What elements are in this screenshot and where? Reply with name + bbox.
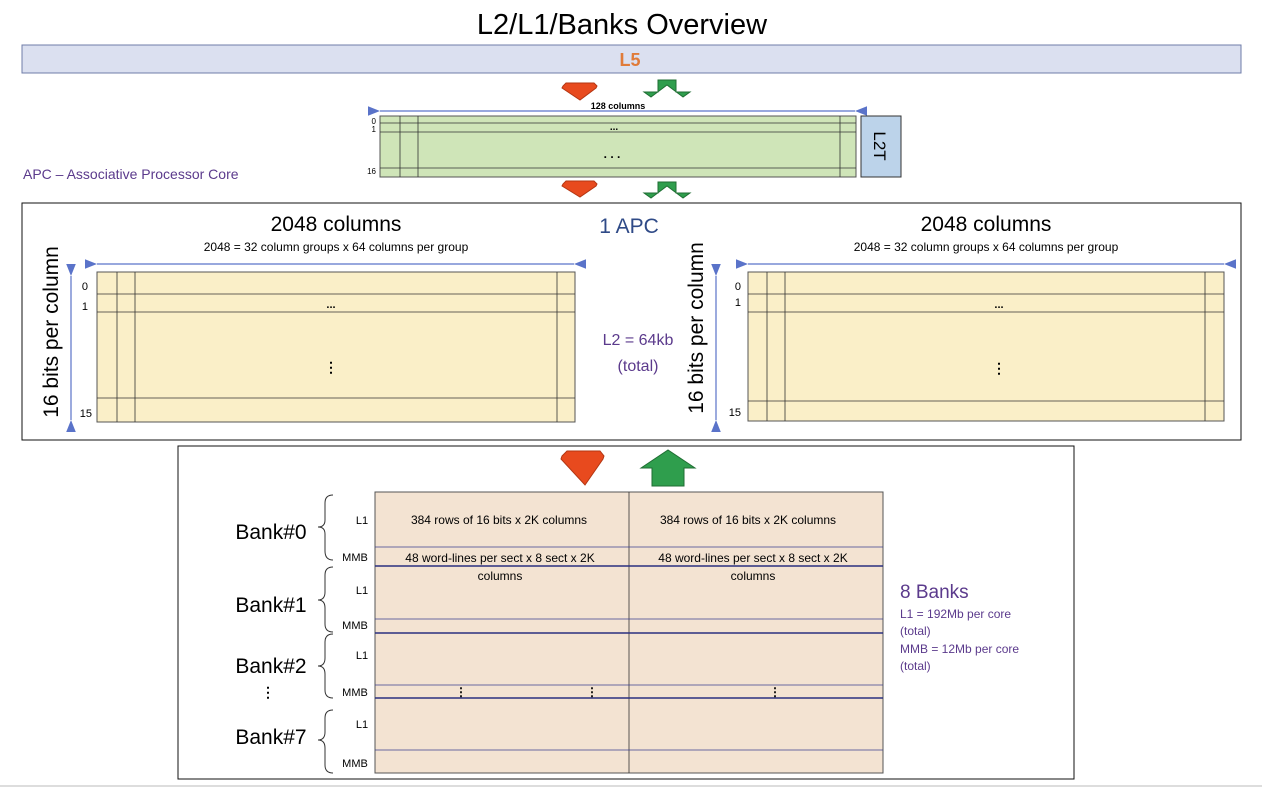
- l2t-row-label-1: 1: [372, 125, 377, 134]
- apc-right-row-label-15: 15: [729, 407, 741, 419]
- l2-total-label: (total): [618, 358, 659, 375]
- banks-summary-title: 8 Banks: [900, 582, 969, 603]
- l2t-grid: [379, 115, 857, 178]
- bank-name-1: Bank#1: [235, 594, 306, 617]
- l5-bar: [21, 44, 1242, 74]
- bank-name-gap: ⋮: [261, 684, 275, 700]
- bank0-l1-text-right: 384 rows of 16 bits x 2K columns: [660, 513, 836, 527]
- arrow-up-banks: [639, 449, 697, 487]
- page-title: L2/L1/Banks Overview: [477, 9, 768, 41]
- bank0-mmb-text-right: 48 word-lines per sect x 8 sect x 2K: [658, 551, 847, 565]
- bank-vdots-2: ⋮: [586, 685, 598, 699]
- bank0-brace: [317, 494, 334, 561]
- bank0-mmb-label: MMB: [342, 552, 368, 564]
- apc-left-grid: [96, 271, 576, 423]
- banks-summary-line-1: L1 = 192Mb per core: [900, 607, 1011, 621]
- apc-right-dots-mid: ⋮: [992, 360, 1006, 376]
- apc-right-columns-title: 2048 columns: [921, 213, 1052, 236]
- apc-right-dots-top: ...: [994, 299, 1003, 311]
- bank-name-2: Bank#2: [235, 655, 306, 678]
- arrow-down-l5: [561, 82, 598, 101]
- bank0-mmb-text-left: 48 word-lines per sect x 8 sect x 2K: [405, 551, 594, 565]
- l2-size-label: L2 = 64kb: [603, 332, 674, 349]
- apc-left-columns-detail: 2048 = 32 column groups x 64 columns per…: [204, 240, 469, 254]
- bank2-l1-label: L1: [356, 650, 368, 662]
- bank7-brace: [317, 709, 334, 774]
- banks-summary-line-4: (total): [900, 659, 931, 673]
- l2t-side-box: [860, 115, 902, 178]
- bank-name-7: Bank#7: [235, 726, 306, 749]
- apc-right-row-label-0: 0: [735, 281, 741, 293]
- l2t-row-label-16: 16: [367, 167, 376, 176]
- bank0-mmb-text-left-2: columns: [478, 569, 523, 583]
- apc-left-dots-top: ...: [326, 299, 335, 311]
- bank0-mmb-text-right-2: columns: [731, 569, 776, 583]
- l5-label: L5: [619, 50, 640, 70]
- apc-label: 1 APC: [599, 215, 659, 238]
- bank-name-0: Bank#0: [235, 521, 306, 544]
- bank0-l1-text-left: 384 rows of 16 bits x 2K columns: [411, 513, 587, 527]
- bank7-mmb-label: MMB: [342, 758, 368, 770]
- apc-left-dots-mid: ⋮: [324, 359, 338, 375]
- bank7-l1-label: L1: [356, 719, 368, 731]
- apc-left-bits-label: 16 bits per column: [40, 246, 63, 418]
- banks-summary-line-3: MMB = 12Mb per core: [900, 642, 1019, 656]
- l2t-dots-top: ...: [610, 122, 619, 133]
- apc-right-columns-detail: 2048 = 32 column groups x 64 columns per…: [854, 240, 1119, 254]
- banks-summary-line-2: (total): [900, 624, 931, 638]
- arrow-down-l2t: [561, 180, 598, 198]
- apc-left-row-label-15: 15: [80, 408, 92, 420]
- bank1-brace: [317, 566, 334, 633]
- l2t-side-label: L2T: [870, 131, 889, 160]
- bank-vdots-3: ⋮: [769, 685, 781, 699]
- apc-right-row-label-1: 1: [735, 297, 741, 309]
- apc-left-row-label-1: 1: [82, 301, 88, 313]
- l2t-columns-label: 128 columns: [591, 101, 646, 111]
- apc-left-row-label-0: 0: [82, 281, 88, 293]
- apc-right-bits-label: 16 bits per column: [685, 242, 708, 414]
- apc-right-grid: [747, 271, 1225, 422]
- apc-left-columns-title: 2048 columns: [271, 213, 402, 236]
- bank2-mmb-label: MMB: [342, 687, 368, 699]
- bank1-mmb-label: MMB: [342, 620, 368, 632]
- arrow-down-banks: [560, 450, 605, 486]
- bank1-l1-label: L1: [356, 585, 368, 597]
- l2t-row-label-0: 0: [372, 117, 377, 126]
- bank2-brace: [317, 633, 334, 699]
- arrow-up-l5: [642, 79, 692, 98]
- bank0-l1-label: L1: [356, 515, 368, 527]
- bank-vdots-1: ⋮: [455, 685, 467, 699]
- arrow-up-l2t: [642, 181, 692, 199]
- apc-note: APC – Associative Processor Core: [23, 166, 239, 182]
- l2t-dots-mid: . . .: [604, 147, 621, 161]
